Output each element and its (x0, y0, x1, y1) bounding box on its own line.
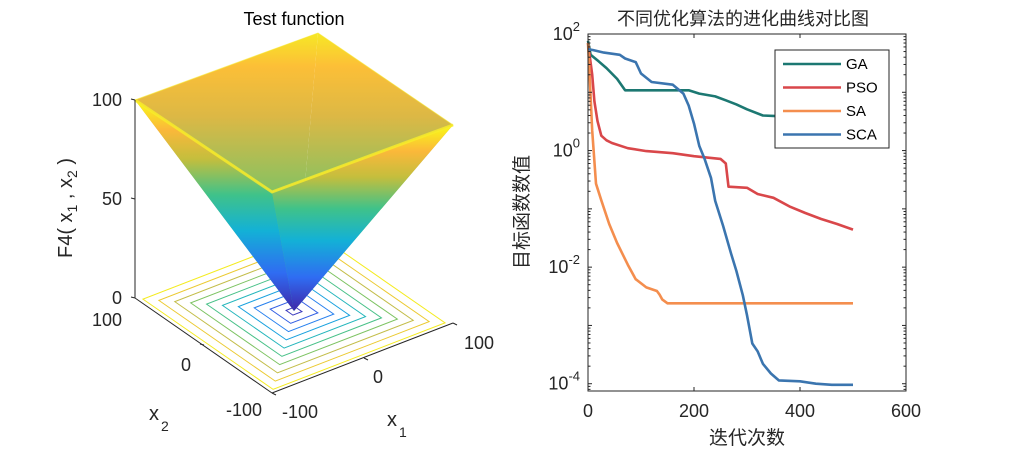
x2-tick-label: 100 (92, 310, 122, 330)
x-tick-label: 200 (679, 401, 709, 421)
surface-front-right-face (272, 125, 453, 311)
surface-front-left-face (135, 100, 294, 311)
y-tick-label: 100 (553, 136, 580, 161)
y-axis-label: 目标函数数值 (511, 155, 533, 269)
z-tick (130, 197, 136, 200)
legend-label-sa: SA (846, 103, 866, 120)
y-tick-label: 102 (553, 19, 580, 44)
x-tick-label: 0 (583, 401, 593, 421)
svg-text:x: x (387, 409, 397, 431)
legend-label-sca: SCA (846, 127, 877, 144)
convergence-chart: 不同优化算法的进化曲线对比图 102 100 10-2 10-4 0 200 400 600… (511, 9, 921, 449)
surface-plot: Test function 100 50 0 100 0 -100 -100 0 (55, 9, 494, 440)
svg-text:F4( x1 , x2 ): F4( x1 , x2 ) (55, 158, 80, 258)
ticks-layer (587, 33, 907, 391)
y-tick-label: 10-4 (548, 369, 580, 394)
surface-title: Test function (243, 9, 344, 29)
svg-text:2: 2 (161, 418, 169, 434)
series-line-sca (587, 47, 853, 387)
x1-axis (271, 322, 454, 394)
legend: GA PSO SA SCA (774, 49, 890, 149)
z-axis-label: F4( x1 , x2 ) (55, 158, 80, 258)
z-tick-label: 0 (112, 288, 122, 308)
x1-axis-label: x 1 (387, 409, 407, 440)
x2-axis-label: x 2 (149, 403, 169, 434)
z-tick (130, 296, 136, 299)
svg-text:x: x (149, 403, 159, 425)
x1-tick-label: 0 (373, 367, 383, 387)
x-tick-label: 400 (785, 401, 815, 421)
x1-tick-label: -100 (282, 402, 318, 422)
x2-tick-label: 0 (181, 355, 191, 375)
series-line-ga (586, 40, 777, 118)
x-tick-label: 600 (891, 401, 921, 421)
x1-tick-label: 100 (464, 333, 494, 353)
x-axis-label: 迭代次数 (709, 427, 785, 449)
series-layer (586, 40, 854, 387)
x2-tick-label: -100 (226, 400, 262, 420)
legend-label-ga: GA (846, 56, 868, 73)
y-tick-label: 10-2 (548, 252, 580, 277)
legend-label-pso: PSO (846, 80, 878, 97)
plot-frame (587, 33, 907, 392)
z-tick-label: 50 (102, 189, 122, 209)
x2-axis (134, 297, 273, 394)
series-line-pso (586, 42, 854, 231)
series-line-sa (586, 42, 853, 305)
chart-title: 不同优化算法的进化曲线对比图 (617, 9, 869, 30)
legend-box (774, 49, 890, 149)
z-tick-label: 100 (92, 90, 122, 110)
svg-text:1: 1 (399, 424, 407, 440)
z-tick (130, 98, 136, 101)
